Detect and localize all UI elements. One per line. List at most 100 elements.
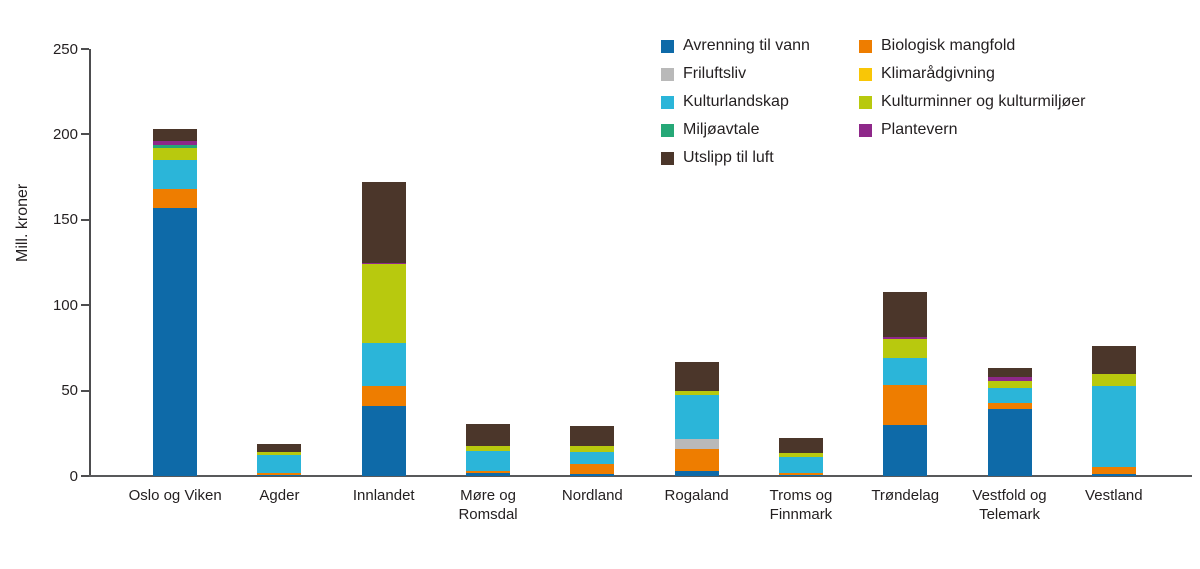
bar-segment-kulturminner-og-kulturmiljøer — [466, 446, 511, 452]
bar-segment-kulturlandskap — [257, 454, 302, 473]
legend-label: Avrenning til vann — [683, 37, 810, 54]
legend-item-avrenning-til-vann: Avrenning til vann — [661, 32, 859, 60]
bar-slot — [749, 49, 853, 476]
x-category-label: Rogaland — [664, 487, 729, 504]
bar-segment-avrenning-til-vann — [257, 475, 302, 476]
x-category-label: Møre og Romsdal — [458, 487, 518, 523]
bar-segment-utslipp-til-luft — [883, 292, 928, 337]
y-tick-mark — [81, 475, 89, 477]
legend-swatch-icon — [661, 95, 674, 109]
bar-segment-plantevern — [987, 376, 1032, 382]
legend-item-kulturminner-og-kulturmiljøer: Kulturminner og kulturmiljøer — [859, 88, 1086, 116]
bar-segment-avrenning-til-vann — [778, 475, 823, 476]
bar-innlandet — [361, 182, 406, 476]
bar-slot — [123, 49, 227, 476]
legend-swatch-icon — [859, 67, 872, 81]
bar-segment-kulturminner-og-kulturmiljøer — [1091, 373, 1136, 386]
bar-segment-kulturlandskap — [778, 457, 823, 473]
bar-segment-avrenning-til-vann — [674, 470, 719, 476]
x-category-label: Oslo og Viken — [128, 487, 222, 504]
x-category-label: Nordland — [561, 487, 623, 504]
x-category-label: Trøndelag — [871, 487, 940, 504]
bar-agder — [257, 444, 302, 476]
y-tick-label: 200 — [52, 125, 78, 143]
bar-troms-og-finnmark — [778, 437, 823, 476]
bar-segment-kulturminner-og-kulturmiljøer — [257, 452, 302, 455]
bar-segment-kulturlandskap — [570, 452, 615, 465]
bar-segment-biologisk-mangfold — [570, 464, 615, 475]
bar-vestfold-og-telemark — [987, 368, 1032, 476]
x-axis-line — [89, 475, 1192, 477]
bar-segment-biologisk-mangfold — [361, 385, 406, 406]
y-axis-line — [89, 49, 91, 477]
bar-segment-utslipp-til-luft — [466, 423, 511, 447]
legend-item-biologisk-mangfold: Biologisk mangfold — [859, 32, 1086, 60]
bar-segment-utslipp-til-luft — [570, 425, 615, 447]
bar-segment-friluftsliv — [674, 439, 719, 449]
bar-segment-kulturlandskap — [466, 451, 511, 471]
bar-møre-og-romsdal — [466, 423, 511, 476]
bar-segment-avrenning-til-vann — [987, 409, 1032, 476]
bar-segment-biologisk-mangfold — [883, 385, 928, 425]
bar-segment-kulturlandskap — [987, 388, 1032, 404]
bar-slot — [436, 49, 540, 476]
y-tick-mark — [81, 133, 89, 136]
legend-swatch-icon — [661, 67, 674, 81]
bar-segment-avrenning-til-vann — [570, 474, 615, 476]
legend-swatch-icon — [661, 123, 674, 137]
x-category-label: Vestland — [1085, 487, 1143, 504]
legend-label: Miljøavtale — [683, 121, 760, 138]
legend-swatch-icon — [859, 39, 872, 53]
bar-slot — [957, 49, 1061, 476]
y-tick-label: 0 — [69, 467, 78, 485]
bar-segment-kulturlandskap — [361, 342, 406, 386]
bar-segment-kulturminner-og-kulturmiljøer — [674, 390, 719, 395]
bar-trøndelag — [883, 292, 928, 476]
legend: Avrenning til vann Biologisk mangfold Fril… — [661, 32, 1086, 172]
bar-segment-kulturminner-og-kulturmiljøer — [361, 264, 406, 343]
bar-segment-utslipp-til-luft — [153, 129, 198, 142]
bar-segment-avrenning-til-vann — [466, 473, 511, 476]
x-category-label: Agder — [259, 487, 300, 504]
plot-area — [123, 49, 1166, 476]
bar-segment-kulturminner-og-kulturmiljøer — [570, 446, 615, 453]
bar-segment-biologisk-mangfold — [674, 448, 719, 471]
bar-segment-biologisk-mangfold — [778, 472, 823, 476]
bar-slot — [644, 49, 748, 476]
x-axis-labels: Oslo og Viken Agder Innlandet Møre og Romsd… — [123, 486, 1166, 524]
bar-segment-biologisk-mangfold — [257, 472, 302, 476]
bar-segment-biologisk-mangfold — [987, 403, 1032, 410]
bar-vestland — [1091, 346, 1136, 476]
bar-segment-kulturlandskap — [883, 358, 928, 386]
legend-swatch-icon — [661, 39, 674, 53]
bar-segment-biologisk-mangfold — [1091, 467, 1136, 475]
bar-rogaland — [674, 362, 719, 476]
bar-segment-kulturlandskap — [674, 394, 719, 440]
legend-item-kulturlandskap: Kulturlandskap — [661, 88, 859, 116]
legend-label: Kulturminner og kulturmiljøer — [881, 93, 1086, 110]
legend-label: Friluftsliv — [683, 65, 747, 82]
y-tick-label: 50 — [61, 382, 78, 400]
bar-segment-avrenning-til-vann — [1091, 474, 1136, 476]
legend-swatch-icon — [661, 151, 674, 165]
bar-segment-biologisk-mangfold — [153, 189, 198, 208]
bar-segment-kulturminner-og-kulturmiljøer — [153, 148, 198, 161]
x-category-label: Troms og Finnmark — [769, 487, 833, 523]
legend-item-miljøavtale: Miljøavtale — [661, 116, 859, 144]
legend-item-utslipp-til-luft: Utslipp til luft — [661, 144, 859, 172]
legend-label: Biologisk mangfold — [881, 37, 1016, 54]
legend-item-klimarådgivning: Klimarådgivning — [859, 60, 1086, 88]
bar-segment-utslipp-til-luft — [1091, 346, 1136, 374]
y-tick-mark — [81, 389, 89, 392]
bar-segment-utslipp-til-luft — [987, 368, 1032, 377]
bar-segment-kulturminner-og-kulturmiljøer — [987, 381, 1032, 389]
bar-oslo-og-viken — [153, 129, 198, 476]
x-category-label: Vestfold og Telemark — [972, 487, 1047, 523]
bar-segment-kulturlandskap — [153, 160, 198, 190]
bar-nordland — [570, 425, 615, 476]
bar-segment-utslipp-til-luft — [778, 437, 823, 453]
bar-segment-avrenning-til-vann — [153, 207, 198, 476]
y-tick-mark — [81, 48, 89, 50]
y-axis-title: Mill. kroner — [14, 183, 31, 262]
